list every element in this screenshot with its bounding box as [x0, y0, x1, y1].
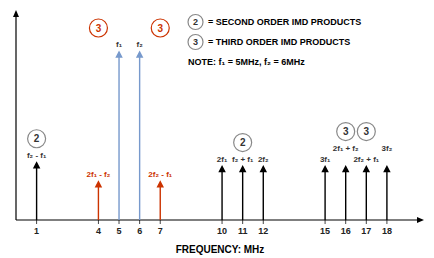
order-badge	[28, 130, 46, 148]
point-label: f₂ + f₁	[232, 155, 254, 164]
legend-badge	[188, 15, 203, 30]
legend-text: = SECOND ORDER IMD PRODUCTS	[208, 17, 361, 27]
x-axis	[16, 219, 418, 220]
x-tick	[222, 220, 223, 224]
x-tick-label: 1	[34, 226, 39, 236]
x-tick	[98, 220, 99, 224]
chart: 1 4 5 6 7 10 11 12 15 16 17 18 FREQUENCY: MHz f₂ - f₁…	[0, 0, 434, 258]
point-label: 2f₂ - f₁	[148, 170, 172, 179]
legend-order: 3	[193, 37, 198, 47]
note: NOTE: f₁ = 5MHz, f₂ = 6MHz	[188, 57, 305, 67]
point-labels: f₂ - f₁ 2f₁ - f₂ f₁ f₂ 2f₂ - f₁ 2f₁ f₂ + f₁ 2f₂…	[27, 40, 393, 179]
stem	[219, 167, 224, 220]
order-label: 3	[343, 126, 349, 137]
x-tick	[139, 220, 140, 224]
x-tick-label: 15	[320, 226, 330, 236]
x-tick-label: 5	[117, 226, 122, 236]
x-tick	[119, 220, 120, 224]
order-badge	[234, 134, 252, 152]
x-tick-label: 10	[217, 226, 227, 236]
x-tick-label: 18	[382, 226, 392, 236]
stem	[116, 52, 121, 220]
order-label: 3	[157, 23, 163, 34]
x-tick	[160, 220, 161, 224]
x-tick	[325, 220, 326, 224]
stem	[364, 167, 369, 220]
x-tick-label: 11	[238, 226, 248, 236]
point-label: f₁	[116, 40, 123, 49]
order-badge	[151, 19, 169, 37]
point-label: 2f₂ + f₁	[353, 155, 379, 164]
point-label: f₂ - f₁	[27, 151, 47, 160]
x-tick-label: 16	[341, 226, 351, 236]
order-label: 3	[364, 126, 370, 137]
x-tick	[242, 220, 243, 224]
order-label: 2	[240, 137, 246, 148]
order-badge	[337, 123, 355, 141]
stem	[261, 167, 266, 220]
order-badge	[89, 19, 107, 37]
x-tick-label: 6	[137, 226, 142, 236]
stem	[34, 163, 39, 220]
x-tick-label: 4	[96, 226, 101, 236]
y-axis-arrow	[13, 10, 19, 17]
order-label: 2	[34, 133, 40, 144]
legend-text: = THIRD ORDER IMD PRODUCTS	[208, 37, 350, 47]
stem	[158, 182, 163, 220]
stem	[322, 167, 327, 220]
x-tick-label: 17	[361, 226, 371, 236]
x-axis-arrow	[417, 217, 424, 223]
stem	[240, 167, 245, 220]
x-tick	[263, 220, 264, 224]
point-label: 2f₁ - f₂	[87, 170, 111, 179]
legend-order: 2	[193, 17, 198, 27]
point-label: 2f₁	[217, 155, 228, 164]
stem	[343, 167, 348, 220]
x-tick-label: 12	[258, 226, 268, 236]
point-label: 3f₂	[382, 144, 393, 153]
x-tick	[345, 220, 346, 224]
point-label: f₂	[137, 40, 144, 49]
stem	[96, 182, 101, 220]
x-tick	[36, 220, 37, 224]
x-tick	[386, 220, 387, 224]
y-axis	[15, 16, 16, 220]
x-tick-label: 7	[158, 226, 163, 236]
legend-badge	[188, 35, 203, 50]
marks	[34, 52, 390, 220]
point-label: 2f₁ + f₂	[333, 144, 359, 153]
x-axis-label: FREQUENCY: MHz	[176, 244, 265, 255]
point-label: 2f₂	[258, 155, 269, 164]
stem	[384, 167, 389, 220]
stem	[137, 52, 142, 220]
order-badge	[357, 123, 375, 141]
point-label: 3f₁	[320, 155, 331, 164]
order-label: 3	[96, 23, 102, 34]
x-tick	[366, 220, 367, 224]
